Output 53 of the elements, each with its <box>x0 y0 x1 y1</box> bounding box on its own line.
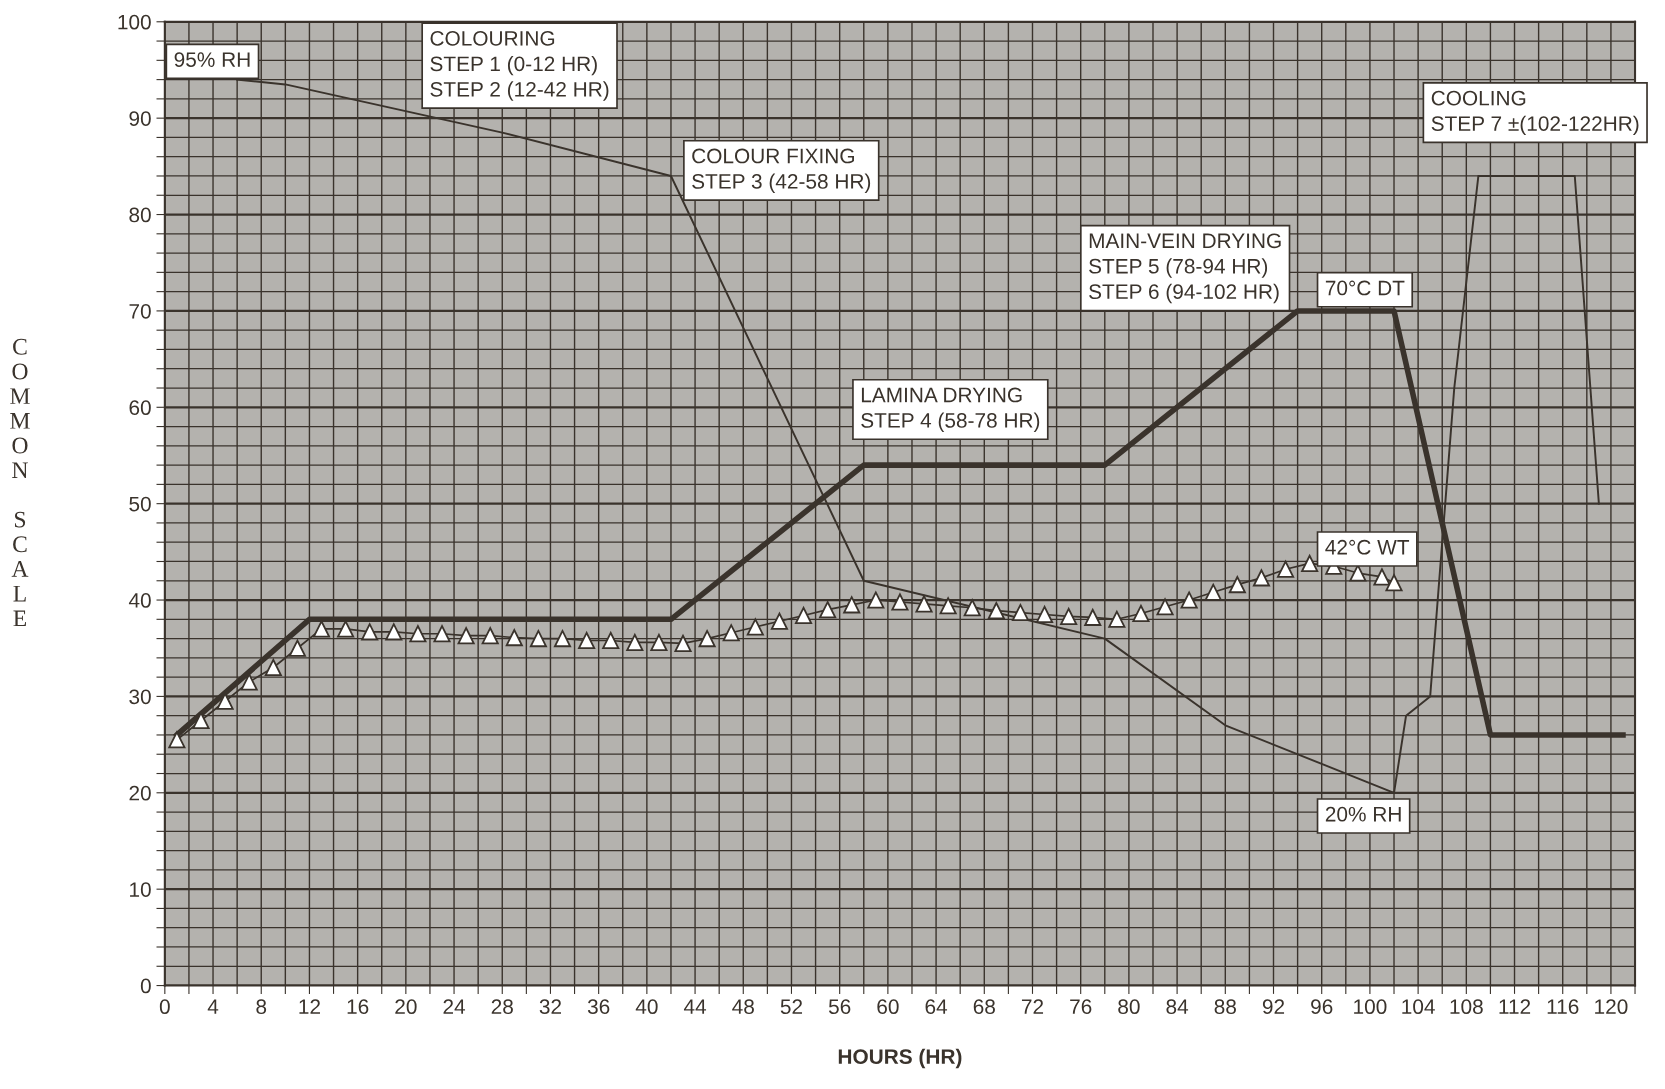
x-tick-label: 104 <box>1402 999 1435 1015</box>
x-tick-label: 84 <box>1166 999 1189 1015</box>
x-tick-label: 0 <box>159 999 170 1015</box>
y-tick-label: 50 <box>129 496 151 512</box>
x-tick-label: 24 <box>443 999 466 1014</box>
x-tick-label: 112 <box>1499 999 1531 1014</box>
x-tick-label: 40 <box>635 999 658 1015</box>
x-tick-label: 88 <box>1214 999 1236 1015</box>
y-tick-label: 0 <box>140 978 151 994</box>
y-tick-label: 40 <box>128 593 151 608</box>
x-tick-label: 20 <box>395 999 417 1015</box>
annotation: 42°C WT <box>1325 539 1410 555</box>
x-tick-label: 8 <box>256 999 267 1015</box>
y-tick-label: 80 <box>129 207 151 223</box>
x-tick-label: 120 <box>1595 999 1628 1015</box>
x-tick-label: 56 <box>828 999 851 1015</box>
x-tick-label: 12 <box>299 999 320 1014</box>
x-tick-label: 28 <box>491 999 513 1015</box>
text: COMMON SCALE <box>10 338 30 627</box>
y-tick-label: 60 <box>129 400 151 416</box>
annotation: COLOUR FIXING STEP 3 (42-58 HR) <box>692 148 871 193</box>
y-tick-label: 30 <box>129 689 151 705</box>
annotation: COOLING STEP 7 ±(102-122HR) <box>1431 90 1639 136</box>
y-tick-label: 90 <box>129 111 151 126</box>
x-tick-label: 32 <box>539 999 561 1015</box>
annotation: COLOURING STEP 1 (0-12 HR) STEP 2 (12-42 HR) <box>430 31 609 101</box>
y-tick-label: 100 <box>118 14 151 30</box>
x-tick-label: 92 <box>1262 999 1285 1015</box>
x-tick-label: 44 <box>683 999 707 1014</box>
x-tick-label: 96 <box>1311 999 1333 1015</box>
x-tick-label: 4 <box>207 999 219 1014</box>
y-tick-label: 70 <box>129 303 151 319</box>
annotation: LAMINA DRYING STEP 4 (58-78 HR) <box>861 387 1040 432</box>
x-tick-label: 72 <box>1021 999 1044 1014</box>
x-tick-label: 100 <box>1354 999 1387 1015</box>
annotation: 70°C DT <box>1325 280 1405 296</box>
y-tick-label: 10 <box>130 882 151 897</box>
x-axis-title: HOURS (HR) <box>838 1048 962 1069</box>
annotation: 95% RH <box>174 52 250 67</box>
annotation: 20% RH <box>1325 806 1401 822</box>
x-tick-label: 68 <box>973 999 995 1015</box>
x-tick-label: 80 <box>1118 999 1140 1015</box>
annotation: MAIN-VEIN DRYING STEP 5 (78-94 HR) STEP 6 (94-102 HR) <box>1089 233 1281 304</box>
x-tick-label: 64 <box>925 999 948 1015</box>
x-tick-label: 76 <box>1070 999 1092 1015</box>
x-tick-label: 116 <box>1547 999 1579 1015</box>
x-tick-label: 60 <box>877 999 899 1015</box>
x-tick-label: 108 <box>1450 999 1483 1015</box>
y-tick-label: 20 <box>129 785 151 801</box>
x-tick-label: 16 <box>347 999 369 1015</box>
x-tick-label: 36 <box>587 999 610 1015</box>
x-tick-label: 48 <box>732 999 754 1015</box>
x-tick-label: 52 <box>780 999 803 1015</box>
